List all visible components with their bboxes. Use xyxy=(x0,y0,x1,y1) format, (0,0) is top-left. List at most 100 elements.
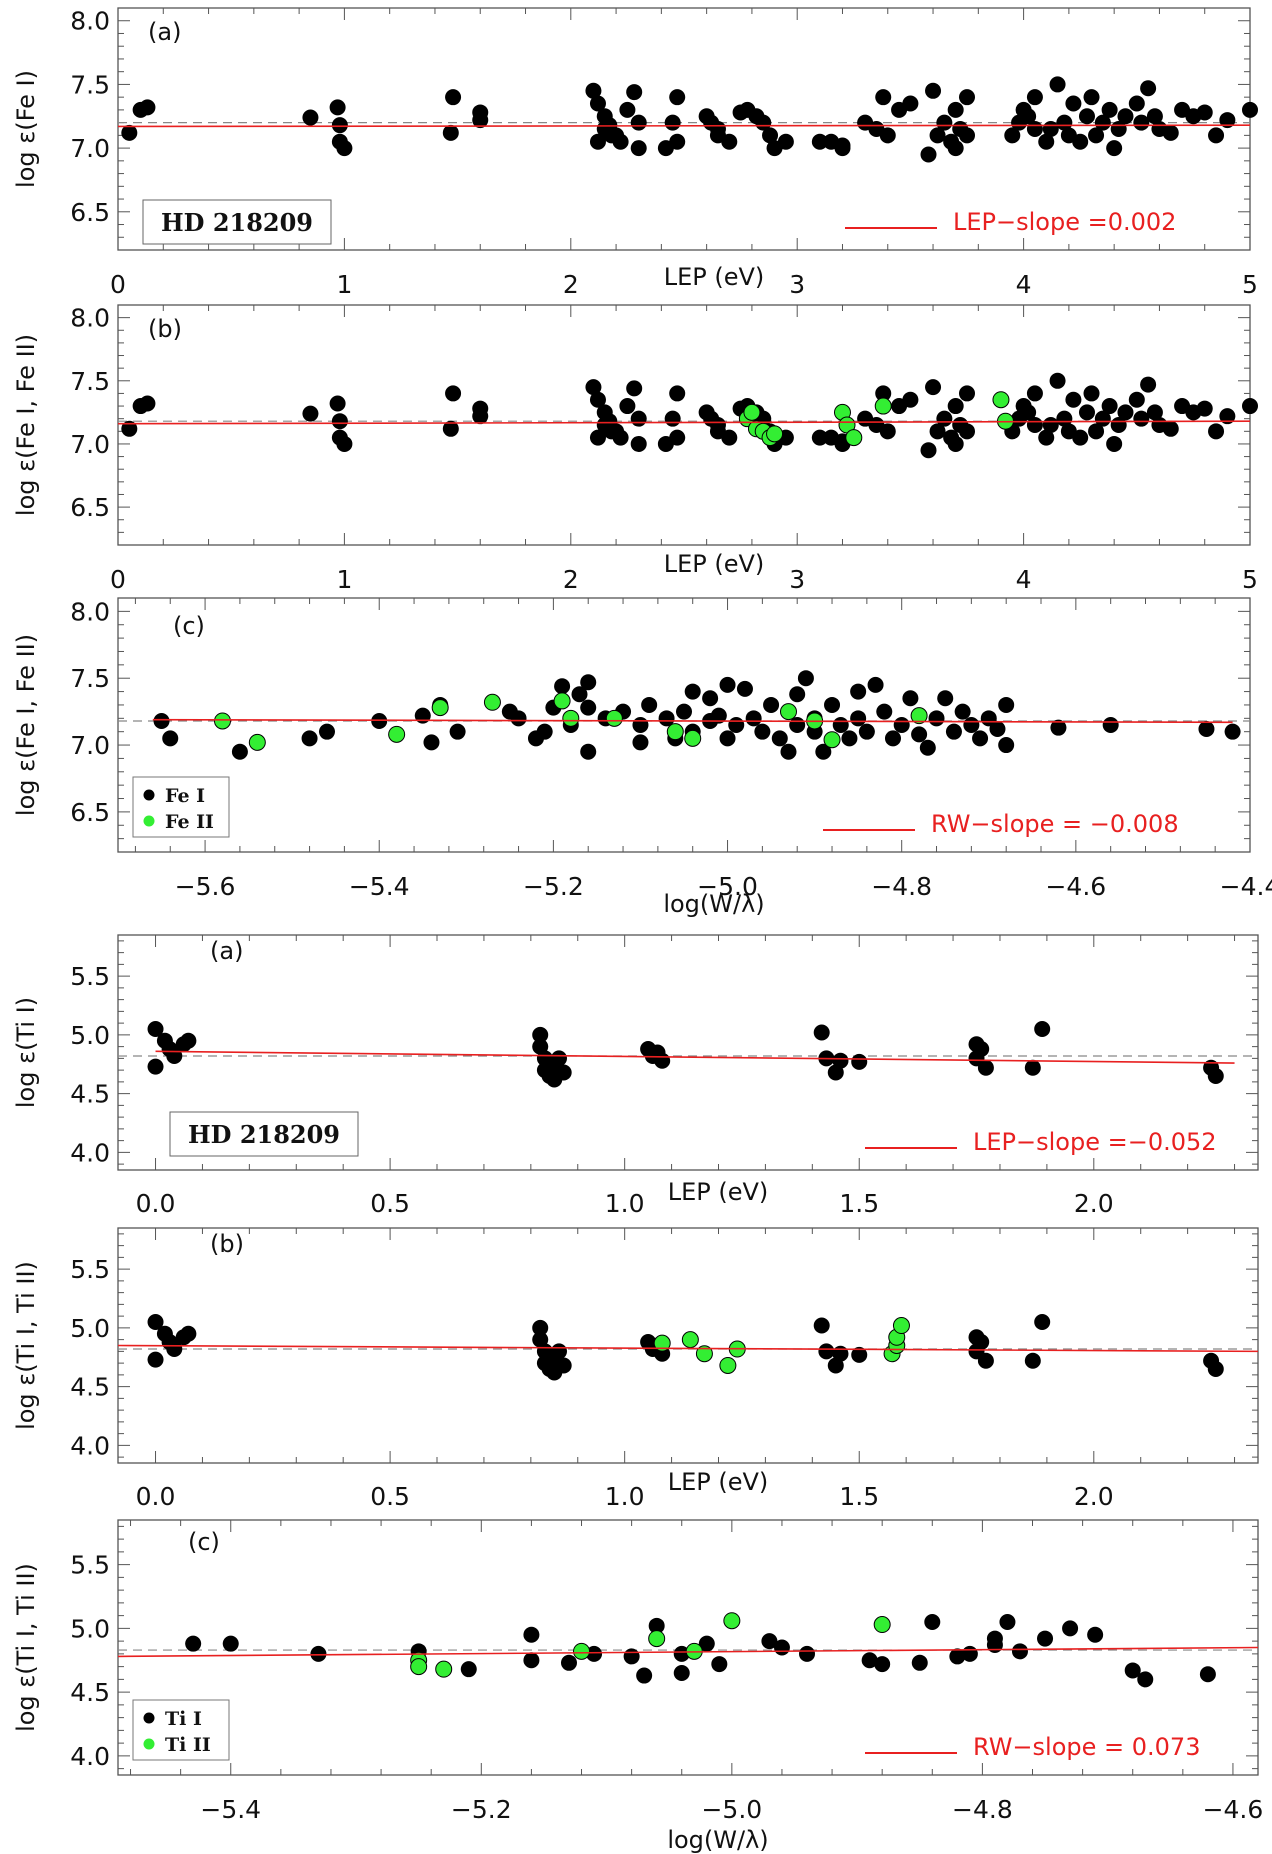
legend-label: Ti I xyxy=(165,1708,202,1730)
ionized-point xyxy=(553,692,571,710)
neutral-point xyxy=(1146,108,1163,125)
neutral-point xyxy=(928,710,945,727)
y-tick-label: 5.5 xyxy=(70,1551,110,1580)
neutral-point xyxy=(861,1652,878,1669)
x-tick-label: 1.0 xyxy=(605,1482,645,1511)
neutral-point xyxy=(797,670,814,687)
neutral-point xyxy=(771,730,788,747)
neutral-point xyxy=(586,1645,603,1662)
neutral-point xyxy=(472,104,489,121)
neutral-point xyxy=(630,140,647,157)
neutral-point xyxy=(589,95,606,112)
neutral-point xyxy=(1208,127,1225,144)
neutral-point xyxy=(1242,398,1258,415)
neutral-point xyxy=(1024,1059,1041,1076)
neutral-point xyxy=(331,413,348,430)
ionized-point xyxy=(892,1317,910,1335)
neutral-point xyxy=(442,420,459,437)
neutral-point xyxy=(763,696,780,713)
legend-marker xyxy=(143,1712,155,1724)
neutral-point xyxy=(947,398,964,415)
neutral-point xyxy=(721,429,738,446)
ionized-point xyxy=(910,707,928,725)
neutral-point xyxy=(603,423,620,440)
panel-label: (b) xyxy=(148,315,182,343)
x-tick-label: 5 xyxy=(1242,270,1258,299)
y-tick-label: 7.0 xyxy=(70,731,110,760)
neutral-point xyxy=(669,89,686,106)
neutral-point xyxy=(580,743,597,760)
y-tick-label: 5.0 xyxy=(70,1314,110,1343)
neutral-point xyxy=(1219,408,1236,425)
legend-box xyxy=(132,1699,230,1761)
neutral-point xyxy=(858,723,875,740)
panel-ti-b: 4.0 4.5 5.0 5.5 0.0 0.5 1.0 1.5 2.0 log ε(Ti I, T… xyxy=(12,1227,1259,1511)
slope-label: LEP−slope =−0.052 xyxy=(973,1128,1217,1156)
neutral-point xyxy=(532,1026,549,1043)
neutral-point xyxy=(626,84,643,101)
neutral-point xyxy=(1011,1643,1028,1660)
neutral-point xyxy=(147,1314,164,1330)
x-tick-label: −4.6 xyxy=(1045,872,1106,901)
neutral-point xyxy=(811,133,828,150)
neutral-point xyxy=(875,385,892,402)
neutral-point xyxy=(1042,417,1059,433)
neutral-point xyxy=(824,696,841,713)
x-tick-label: 4 xyxy=(1016,565,1032,594)
neutral-point xyxy=(998,737,1015,754)
neutral-point xyxy=(902,690,919,707)
neutral-point xyxy=(1056,114,1073,131)
neutral-point xyxy=(231,743,248,760)
neutral-point xyxy=(875,89,892,106)
y-tick-label: 6.5 xyxy=(70,798,110,827)
plot-frame xyxy=(117,597,1251,853)
neutral-point xyxy=(1128,95,1145,112)
ionized-point xyxy=(431,699,449,717)
neutral-point xyxy=(523,1626,540,1643)
neutral-point xyxy=(959,127,975,144)
neutral-point xyxy=(762,127,779,144)
neutral-point xyxy=(623,1648,640,1665)
y-tick-label: 5.0 xyxy=(70,1614,110,1643)
neutral-point xyxy=(850,683,867,700)
x-tick-label: −5.4 xyxy=(349,872,410,901)
neutral-point xyxy=(1072,429,1089,446)
x-tick-label: −4.8 xyxy=(952,1795,1013,1824)
ionized-point xyxy=(723,1612,741,1630)
y-tick-label: 7.0 xyxy=(70,134,110,163)
x-tick-label: 4 xyxy=(1016,270,1032,299)
neutral-point xyxy=(1198,721,1215,738)
slope-label: RW−slope = 0.073 xyxy=(973,1733,1200,1761)
neutral-point xyxy=(1020,404,1037,421)
neutral-point xyxy=(773,1639,790,1656)
neutral-point xyxy=(550,1050,567,1067)
neutral-point xyxy=(973,1333,990,1350)
x-tick-label: 1 xyxy=(336,270,352,299)
neutral-point xyxy=(1162,124,1179,141)
neutral-point xyxy=(999,1614,1016,1630)
neutral-point xyxy=(745,710,762,727)
neutral-point xyxy=(1124,1662,1141,1679)
neutral-point xyxy=(780,743,797,760)
neutral-point xyxy=(139,395,156,412)
neutral-point xyxy=(310,1645,327,1662)
neutral-point xyxy=(1133,114,1150,131)
star-label: HD 218209 xyxy=(161,208,313,237)
x-tick-label: −5.2 xyxy=(451,1795,512,1824)
x-tick-label: 0.5 xyxy=(370,1189,410,1218)
neutral-point xyxy=(936,114,953,131)
neutral-point xyxy=(449,723,466,740)
neutral-point xyxy=(641,696,658,713)
neutral-point xyxy=(1042,121,1059,137)
ionized-point xyxy=(666,723,684,741)
neutral-point xyxy=(709,121,726,137)
neutral-point xyxy=(589,391,606,408)
neutral-point xyxy=(630,410,647,427)
neutral-point xyxy=(832,717,849,733)
neutral-point xyxy=(589,133,606,150)
neutral-point xyxy=(936,410,953,427)
neutral-point xyxy=(851,1346,868,1363)
x-tick-label: −5.0 xyxy=(697,872,758,901)
neutral-point xyxy=(761,1633,778,1650)
neutral-point xyxy=(1020,108,1037,125)
